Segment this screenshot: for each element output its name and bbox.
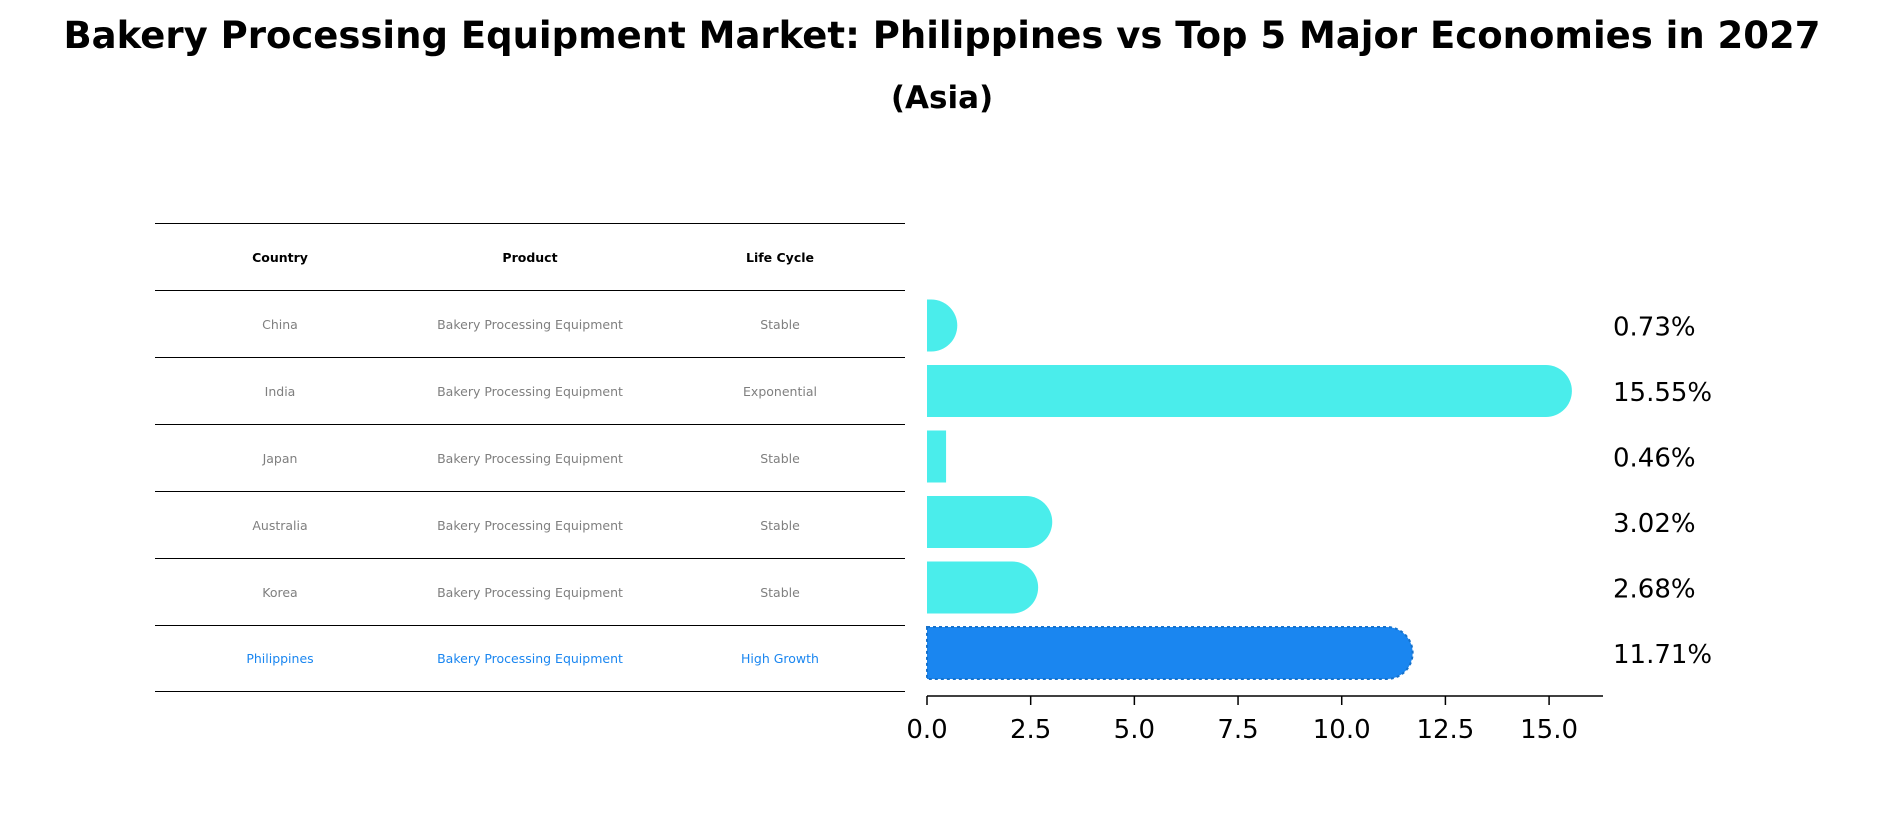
- product-cell: Bakery Processing Equipment: [437, 450, 623, 466]
- product-cell: Bakery Processing Equipment: [437, 316, 623, 332]
- country-cell: Australia: [252, 517, 308, 533]
- x-tick-label: 12.5: [1416, 715, 1474, 745]
- table-row-highlighted: Philippines Bakery Processing Equipment …: [155, 625, 905, 692]
- bar-value-label: 15.55%: [1613, 378, 1712, 408]
- table-row: India Bakery Processing Equipment Expone…: [155, 357, 905, 424]
- bar: [927, 299, 958, 352]
- life-cycle-cell: Stable: [760, 450, 800, 466]
- product-cell: Bakery Processing Equipment: [437, 651, 623, 666]
- table-row: Australia Bakery Processing Equipment St…: [155, 491, 905, 558]
- life-cycle-cell: High Growth: [741, 651, 819, 666]
- header-country: Country: [252, 249, 308, 265]
- life-cycle-cell: Exponential: [743, 383, 817, 399]
- data-table: Country Product Life Cycle China Bakery …: [155, 223, 905, 692]
- country-cell: Philippines: [246, 651, 314, 666]
- product-cell: Bakery Processing Equipment: [437, 383, 623, 399]
- product-cell: Bakery Processing Equipment: [437, 517, 623, 533]
- x-tick-label: 0.0: [906, 715, 947, 745]
- bar-value-label: 11.71%: [1613, 640, 1712, 670]
- x-tick-label: 5.0: [1114, 715, 1155, 745]
- bar: [926, 626, 1414, 680]
- table-row: Korea Bakery Processing Equipment Stable: [155, 558, 905, 625]
- table-row: Japan Bakery Processing Equipment Stable: [155, 424, 905, 491]
- life-cycle-cell: Stable: [760, 584, 800, 600]
- x-tick-label: 10.0: [1313, 715, 1371, 745]
- x-tick-label: 15.0: [1520, 715, 1578, 745]
- x-tick-label: 2.5: [1010, 715, 1051, 745]
- bar-value-label: 3.02%: [1613, 509, 1696, 539]
- country-cell: India: [264, 383, 296, 399]
- bar: [927, 430, 947, 483]
- bar-value-label: 0.46%: [1613, 444, 1696, 474]
- x-tick-label: 7.5: [1217, 715, 1258, 745]
- table-header-row: Country Product Life Cycle: [155, 223, 905, 290]
- country-cell: China: [262, 316, 298, 332]
- bar: [927, 365, 1572, 417]
- chart-subtitle: (Asia): [890, 80, 994, 116]
- table-row: China Bakery Processing Equipment Stable: [155, 290, 905, 357]
- header-product: Product: [502, 249, 558, 265]
- chart-title: Bakery Processing Equipment Market: Phil…: [63, 14, 1821, 57]
- bar-value-label: 2.68%: [1613, 575, 1696, 605]
- life-cycle-cell: Stable: [760, 316, 800, 332]
- bar: [927, 496, 1053, 548]
- country-cell: Japan: [262, 450, 298, 466]
- country-cell: Korea: [262, 584, 298, 600]
- bar-value-label: 0.73%: [1613, 313, 1696, 343]
- product-cell: Bakery Processing Equipment: [437, 584, 623, 600]
- bar: [927, 561, 1039, 614]
- header-life-cycle: Life Cycle: [745, 249, 814, 265]
- life-cycle-cell: Stable: [760, 517, 800, 533]
